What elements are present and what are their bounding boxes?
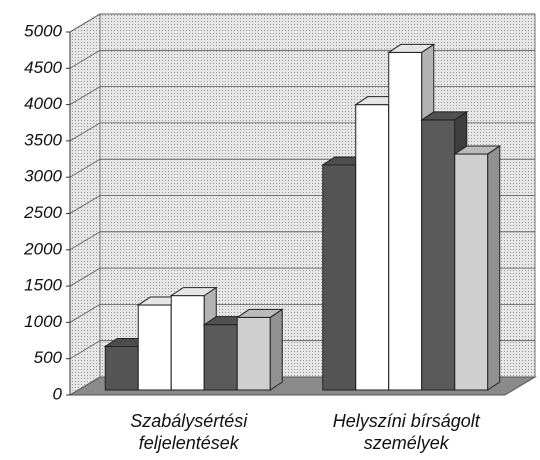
grid-line: [69, 13, 535, 33]
x-tick-label: Szabálysértési feljelentések: [130, 411, 248, 453]
grid-line: [69, 49, 535, 69]
bar-front: [388, 51, 423, 391]
y-tick-label: 3000: [24, 167, 62, 186]
y-tick-label: 3500: [24, 130, 62, 149]
y-tick-label: 5000: [24, 21, 62, 40]
bar-front: [104, 345, 139, 391]
bar-front: [355, 104, 390, 391]
bar-front: [236, 316, 271, 391]
bar-front: [203, 324, 238, 391]
bar-side: [487, 145, 501, 391]
y-tick-label: 500: [34, 348, 63, 367]
bar-front: [322, 164, 357, 391]
y-tick-label: 4000: [24, 94, 62, 113]
y-tick-label: 1000: [24, 312, 62, 331]
y-tick-label: 4500: [24, 58, 62, 77]
bar-front: [454, 153, 489, 391]
y-tick-label: 1500: [24, 276, 62, 295]
y-tick-label: 2500: [23, 203, 62, 222]
y-tick-label: 0: [53, 384, 63, 403]
bar-front: [421, 119, 456, 391]
bar-front: [170, 295, 205, 391]
y-tick-label: 2000: [23, 239, 62, 258]
bar-side: [269, 308, 283, 391]
x-tick-label: Helyszíni bírságolt személyek: [332, 411, 480, 453]
bar-front: [137, 304, 172, 391]
